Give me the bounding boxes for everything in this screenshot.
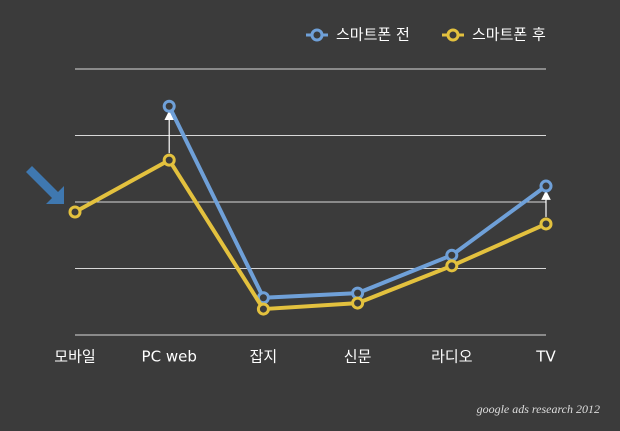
point <box>539 179 553 193</box>
point <box>351 296 365 310</box>
point <box>445 248 459 262</box>
point <box>162 153 176 167</box>
legend-marker <box>310 28 324 42</box>
pointer-arrow <box>20 166 64 204</box>
point <box>445 259 459 273</box>
x-tick-label: 모바일 <box>54 348 95 366</box>
point <box>162 99 176 113</box>
x-tick-label: TV <box>535 348 556 366</box>
legend-marker <box>446 28 460 42</box>
point <box>68 205 82 219</box>
x-tick-label: 신문 <box>344 348 372 366</box>
x-tick-label: 잡지 <box>250 348 278 366</box>
legend-label: 스마트폰 전 <box>336 26 410 44</box>
point <box>256 302 270 316</box>
point <box>539 217 553 231</box>
source: google ads research 2012 <box>477 402 600 416</box>
x-tick-label: PC web <box>142 348 197 366</box>
legend-label: 스마트폰 후 <box>472 26 546 44</box>
series-line <box>74 158 547 312</box>
x-tick-label: 라디오 <box>431 348 473 366</box>
